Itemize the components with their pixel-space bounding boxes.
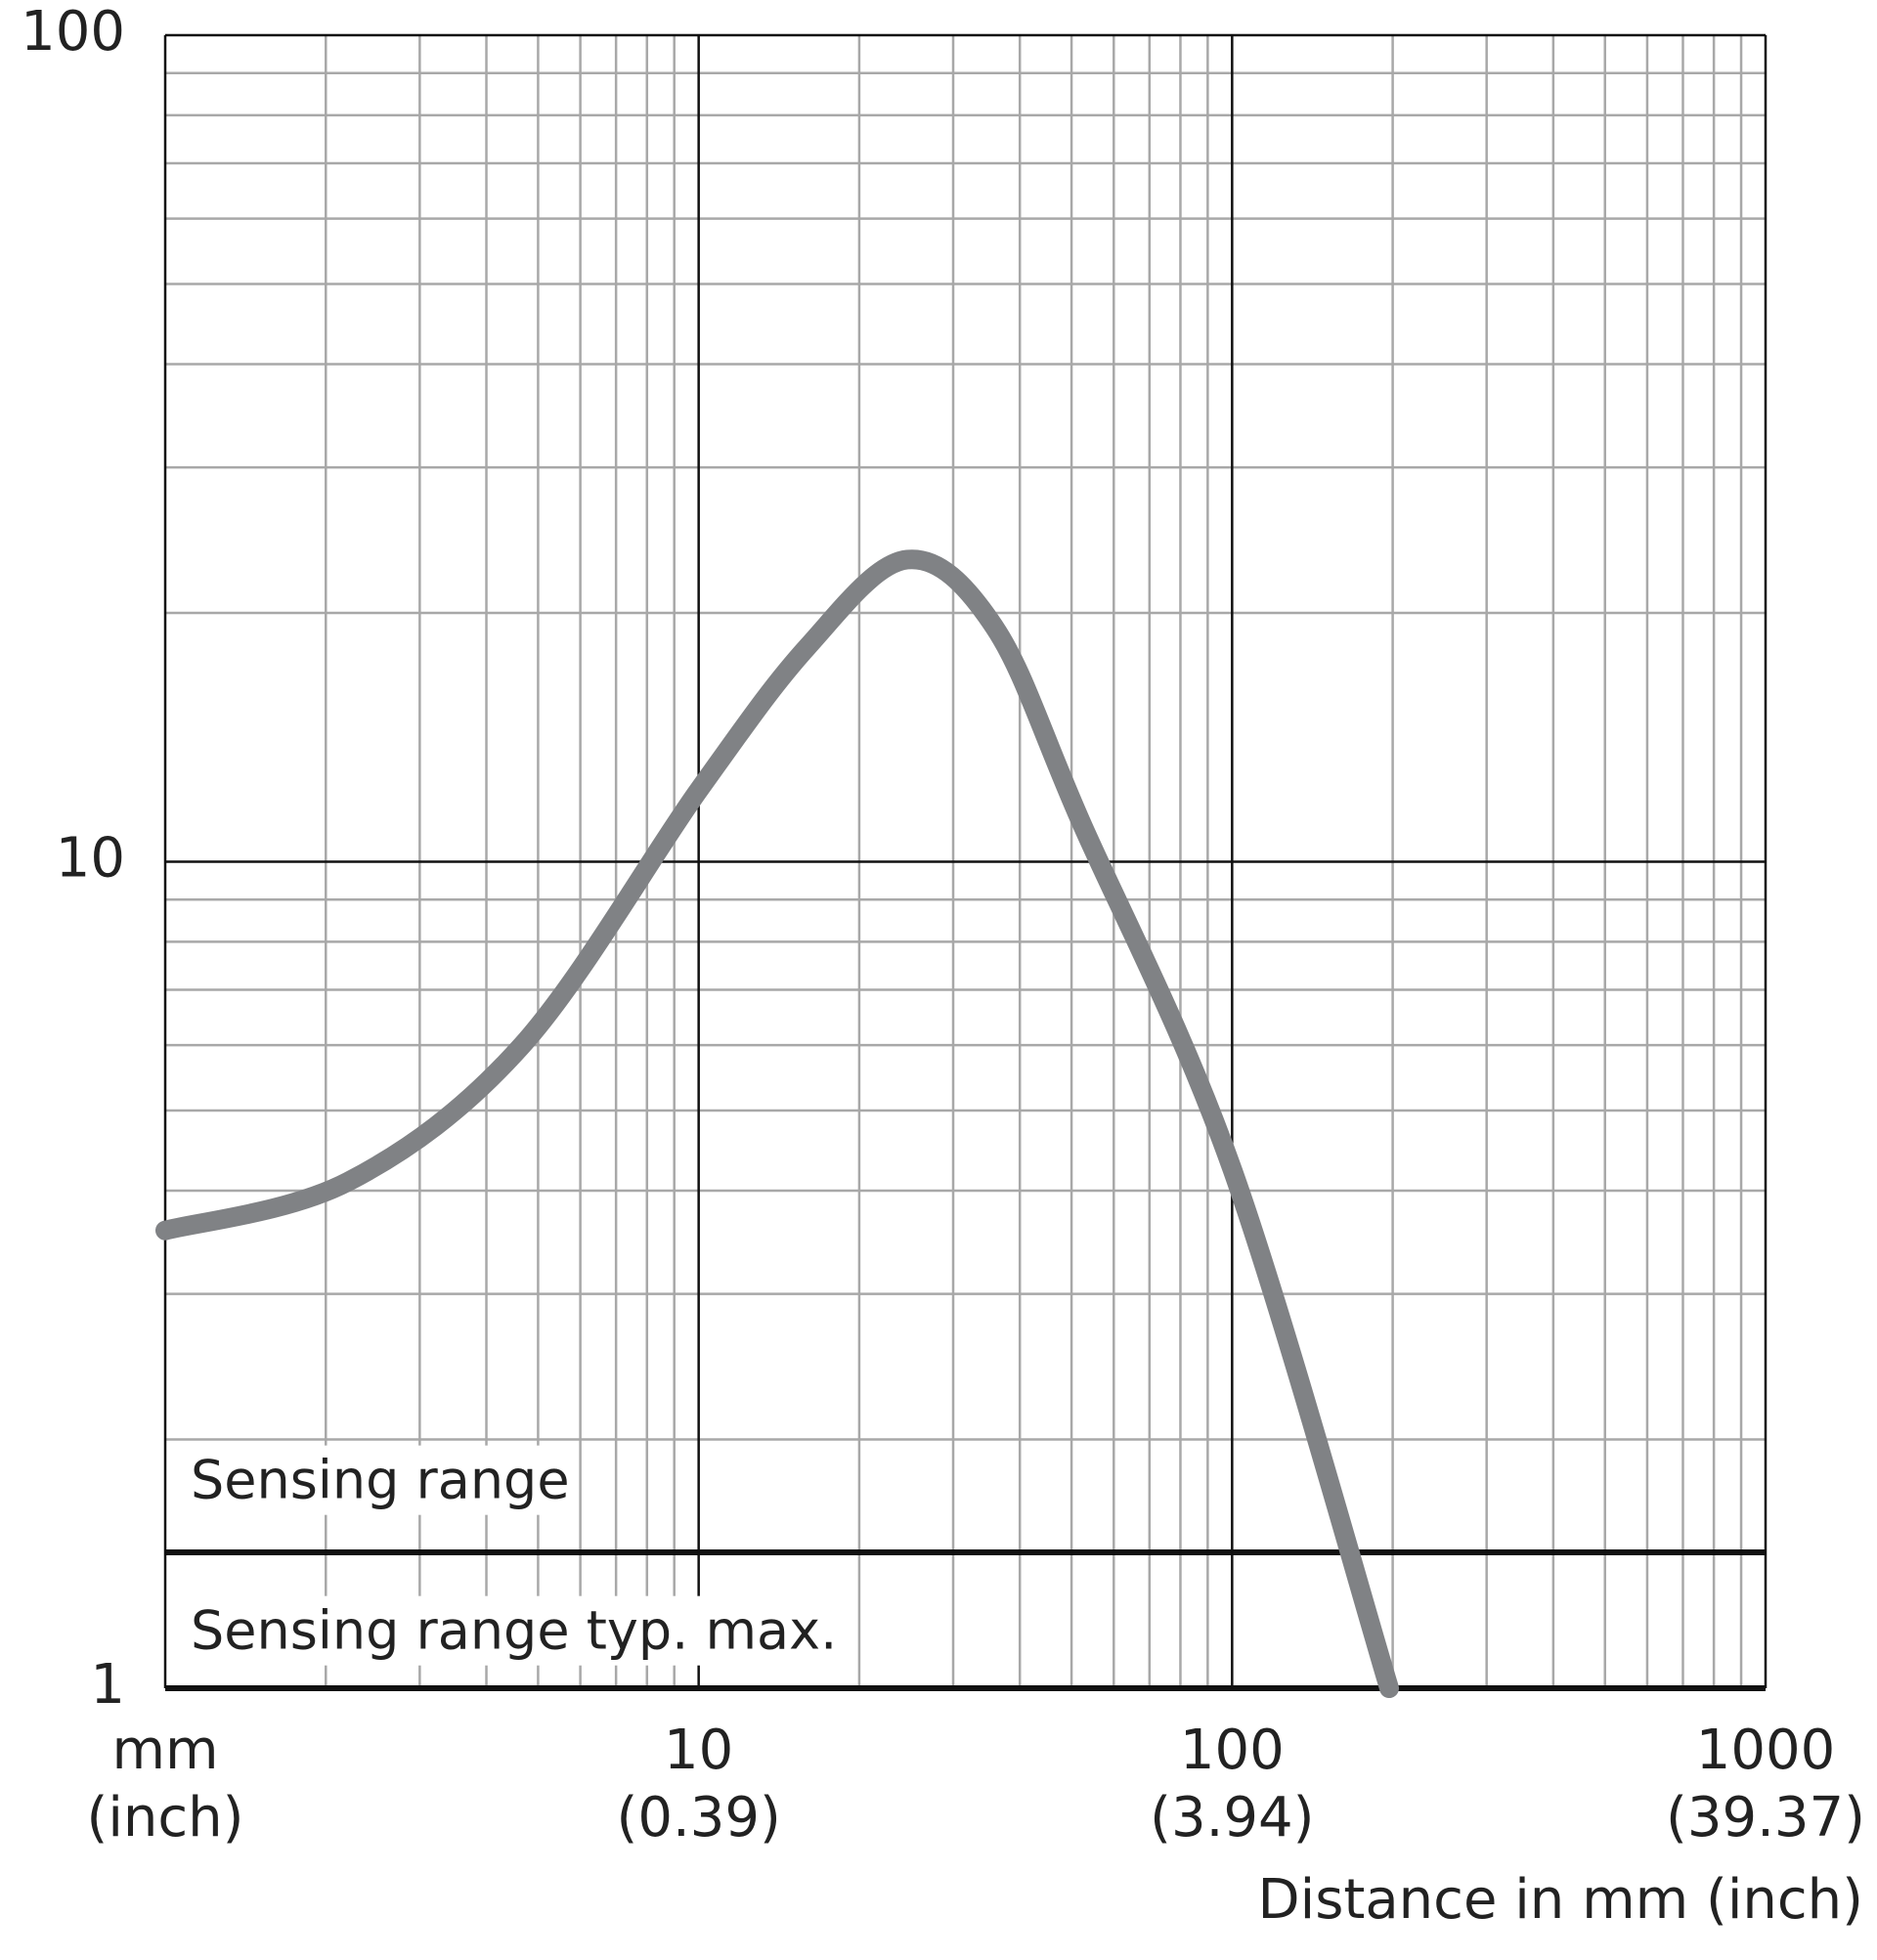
x-tick-sublabel: (3.94) — [1150, 1786, 1314, 1850]
x-tick-sublabel: (39.37) — [1666, 1786, 1865, 1850]
x-tick-label: 100 — [1180, 1719, 1285, 1782]
y-tick-label: 1 — [90, 1653, 125, 1717]
annotation: Sensing range — [191, 1450, 570, 1511]
x-tick-label: 1000 — [1696, 1719, 1836, 1782]
x-tick-label: 10 — [664, 1719, 733, 1782]
x-tick-sublabel: (0.39) — [616, 1786, 780, 1850]
y-tick-label: 10 — [56, 827, 125, 891]
x-tick-sublabel: (inch) — [86, 1786, 243, 1850]
annotation: Sensing range typ. max. — [191, 1600, 837, 1662]
x-tick-label: mm — [111, 1719, 218, 1782]
x-axis-title: Distance in mm (inch) — [1258, 1868, 1863, 1932]
label-background — [183, 1595, 846, 1666]
label-background — [183, 1445, 578, 1515]
data-line — [155, 549, 1400, 1698]
y-tick-label: 100 — [21, 0, 125, 64]
